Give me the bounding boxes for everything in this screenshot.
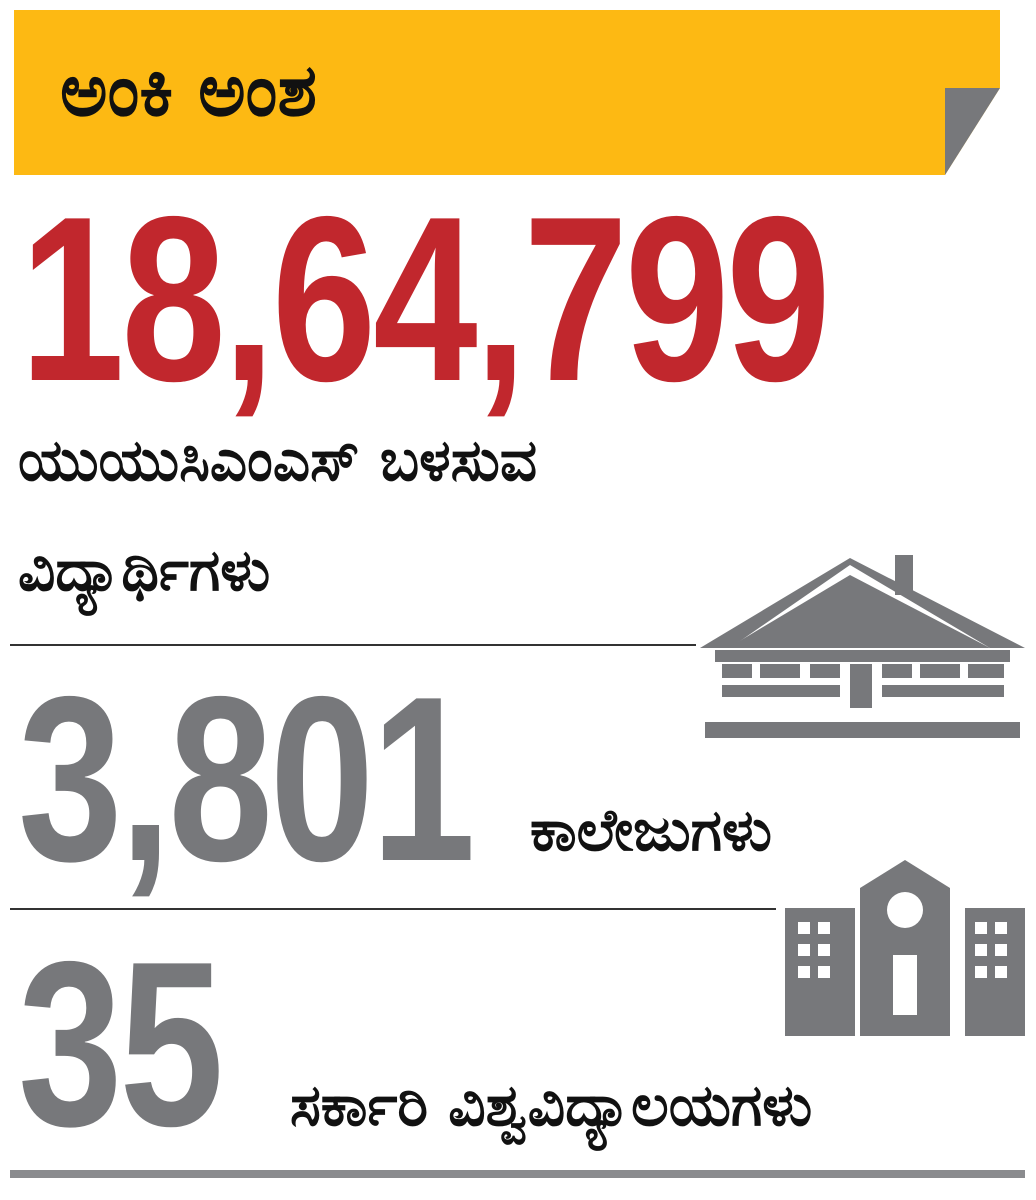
stat-label: ಕಾಲೇಜುಗಳು (530, 796, 772, 864)
fold-corner (945, 88, 1000, 175)
stat-label: ಯುಯುಸಿಎಂಎಸ್ ಬಳಸುವ (18, 426, 538, 494)
header-title: ಅಂಕಿ ಅಂಶ (60, 48, 317, 132)
stat-label: ವಿದ್ಯಾರ್ಥಿಗಳು (18, 536, 271, 604)
university-icon (785, 860, 1025, 1036)
bottom-rule (10, 1170, 1025, 1178)
stat-label: ಸರ್ಕಾರಿ ವಿಶ್ವವಿದ್ಯಾಲಯಗಳು (290, 1071, 813, 1139)
stat-number: 18,64,799 (20, 167, 831, 430)
divider (10, 644, 696, 646)
stat-number: 35 (18, 912, 224, 1175)
divider (10, 908, 776, 910)
college-icon (700, 555, 1025, 738)
header-band (14, 10, 1000, 175)
stat-number: 3,801 (18, 647, 476, 910)
